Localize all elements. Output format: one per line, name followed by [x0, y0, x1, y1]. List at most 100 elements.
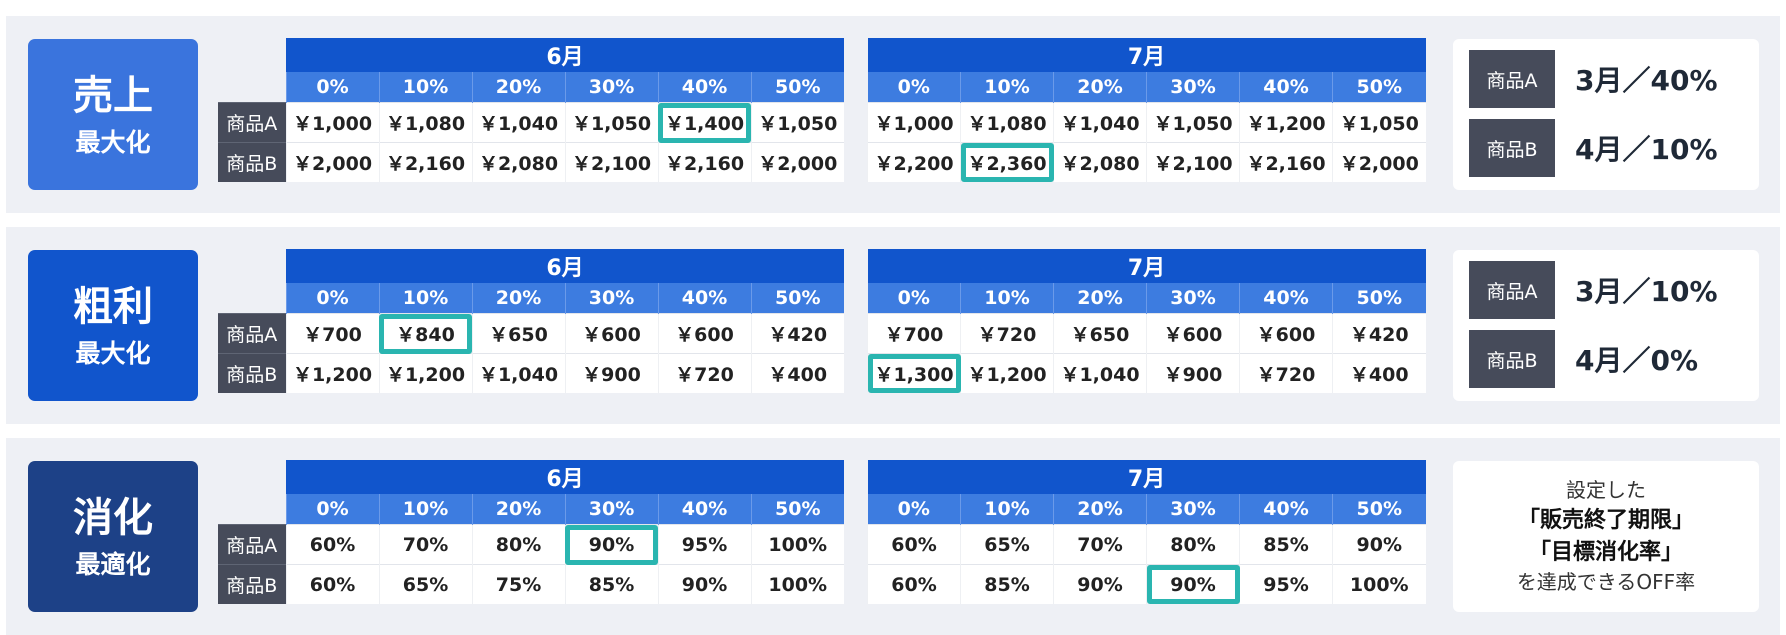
- table-cell: 100%: [750, 564, 844, 604]
- month-header: 6月: [286, 460, 844, 494]
- table-row: 60% 85% 90% 90% 95% 100%: [867, 564, 1426, 604]
- discount-header: 50%: [750, 494, 844, 525]
- june-sales-table: 6月 0% 10% 20% 30% 40% 50% 商品A ￥1,000 ￥1,…: [218, 38, 844, 182]
- table-cell: 90%: [1332, 524, 1426, 565]
- result-row: 商品A 3月／40%: [1469, 50, 1718, 108]
- result-panel-sales: 商品A 3月／40% 商品B 4月／10%: [1453, 39, 1759, 190]
- category-title: 消化: [73, 494, 153, 541]
- table-cell: ￥1,200: [960, 353, 1054, 393]
- discount-header: 10%: [960, 494, 1054, 525]
- table-cell: ￥1,200: [378, 353, 472, 393]
- july-sales-table: 7月 0% 10% 20% 30% 40% 50% ￥1,000 ￥1,080 …: [867, 38, 1426, 182]
- discount-header: 0%: [285, 494, 379, 525]
- table-cell: ￥600: [1146, 313, 1240, 354]
- result-value: 4月／0%: [1575, 344, 1699, 377]
- note-line-emphasis: 「販売終了期限」: [1517, 507, 1694, 533]
- table-cell: ￥600: [1239, 313, 1333, 354]
- table-cell: 80%: [471, 524, 565, 565]
- note-line: 設定した: [1566, 477, 1646, 502]
- result-row: 商品B 4月／10%: [1469, 119, 1718, 177]
- table-cell: ￥1,050: [750, 102, 844, 143]
- note-line: を達成できるOFF率: [1516, 570, 1696, 595]
- table-cell-highlighted: 90%: [1146, 564, 1240, 604]
- note-line-emphasis: 「目標消化率」: [1528, 539, 1683, 565]
- table-cell: 90%: [1053, 564, 1147, 604]
- month-header: 7月: [867, 38, 1426, 72]
- discount-header: 20%: [471, 283, 565, 314]
- category-label-profit: 粗利 最大化: [28, 250, 198, 401]
- table-row: 商品B ￥2,000 ￥2,160 ￥2,080 ￥2,100 ￥2,160 ￥…: [218, 142, 844, 182]
- table-cell: ￥1,080: [960, 102, 1054, 143]
- category-subtitle: 最適化: [75, 549, 151, 579]
- product-label: 商品B: [218, 142, 286, 182]
- product-label: 商品A: [218, 102, 286, 143]
- table-cell: ￥1,040: [471, 353, 565, 393]
- month-header: 6月: [286, 249, 844, 283]
- category-subtitle: 最大化: [75, 338, 151, 368]
- table-cell: 90%: [657, 564, 751, 604]
- table-cell: ￥2,160: [1239, 142, 1333, 182]
- discount-header: 30%: [564, 72, 658, 103]
- table-cell: ￥1,200: [285, 353, 379, 393]
- discount-header: 40%: [657, 72, 751, 103]
- table-cell: 85%: [1239, 524, 1333, 565]
- discount-header: 30%: [564, 283, 658, 314]
- discount-header: 50%: [750, 72, 844, 103]
- table-cell: ￥2,200: [867, 142, 961, 182]
- table-cell-highlighted: ￥840: [378, 313, 472, 354]
- discount-header: 40%: [657, 494, 751, 525]
- table-cell: ￥2,100: [564, 142, 658, 182]
- table-cell: ￥2,080: [471, 142, 565, 182]
- table-cell: ￥1,000: [285, 102, 379, 143]
- table-cell: 60%: [285, 564, 379, 604]
- table-cell: ￥600: [657, 313, 751, 354]
- table-cell: 60%: [867, 524, 961, 565]
- product-label: 商品B: [218, 353, 286, 393]
- table-cell: ￥700: [867, 313, 961, 354]
- table-cell: ￥1,080: [378, 102, 472, 143]
- table-cell: ￥420: [750, 313, 844, 354]
- digestion-note: 設定した 「販売終了期限」 「目標消化率」 を達成できるOFF率: [1453, 461, 1759, 612]
- table-cell: ￥2,160: [657, 142, 751, 182]
- table-row: 60% 65% 70% 80% 85% 90%: [867, 524, 1426, 565]
- product-label: 商品A: [218, 313, 286, 354]
- result-value: 3月／40%: [1575, 64, 1718, 97]
- june-profit-table: 6月 0% 10% 20% 30% 40% 50% 商品A ￥700 ￥840 …: [218, 249, 844, 393]
- table-cell: ￥900: [1146, 353, 1240, 393]
- table-cell: ￥720: [657, 353, 751, 393]
- discount-header: 0%: [867, 72, 961, 103]
- discount-header: 20%: [1053, 72, 1147, 103]
- table-cell: ￥1,040: [1053, 353, 1147, 393]
- discount-header: 10%: [378, 494, 472, 525]
- discount-header: 0%: [285, 72, 379, 103]
- table-cell: ￥400: [750, 353, 844, 393]
- product-label: 商品B: [218, 564, 286, 604]
- table-cell: 65%: [378, 564, 472, 604]
- table-cell: 70%: [1053, 524, 1147, 565]
- table-row: ￥700 ￥720 ￥650 ￥600 ￥600 ￥420: [867, 313, 1426, 354]
- table-cell: ￥1,040: [471, 102, 565, 143]
- table-cell: ￥400: [1332, 353, 1426, 393]
- table-cell: ￥650: [471, 313, 565, 354]
- table-cell-highlighted: 90%: [564, 524, 658, 565]
- table-cell: ￥720: [960, 313, 1054, 354]
- month-header: 6月: [286, 38, 844, 72]
- discount-header: 50%: [1332, 72, 1426, 103]
- table-cell: 95%: [657, 524, 751, 565]
- product-label: 商品B: [1469, 119, 1555, 177]
- product-label: 商品A: [218, 524, 286, 565]
- result-value: 4月／10%: [1575, 133, 1718, 166]
- table-cell: 95%: [1239, 564, 1333, 604]
- table-cell: ￥420: [1332, 313, 1426, 354]
- month-header: 7月: [867, 460, 1426, 494]
- table-cell: 85%: [564, 564, 658, 604]
- table-cell: 65%: [960, 524, 1054, 565]
- table-row: 商品B 60% 65% 75% 85% 90% 100%: [218, 564, 844, 604]
- table-cell: ￥1,050: [1332, 102, 1426, 143]
- table-cell: ￥2,160: [378, 142, 472, 182]
- category-label-digestion: 消化 最適化: [28, 461, 198, 612]
- table-row: ￥1,000 ￥1,080 ￥1,040 ￥1,050 ￥1,200 ￥1,05…: [867, 102, 1426, 143]
- table-cell: ￥1,040: [1053, 102, 1147, 143]
- category-title: 売上: [73, 72, 153, 119]
- discount-header: 40%: [657, 283, 751, 314]
